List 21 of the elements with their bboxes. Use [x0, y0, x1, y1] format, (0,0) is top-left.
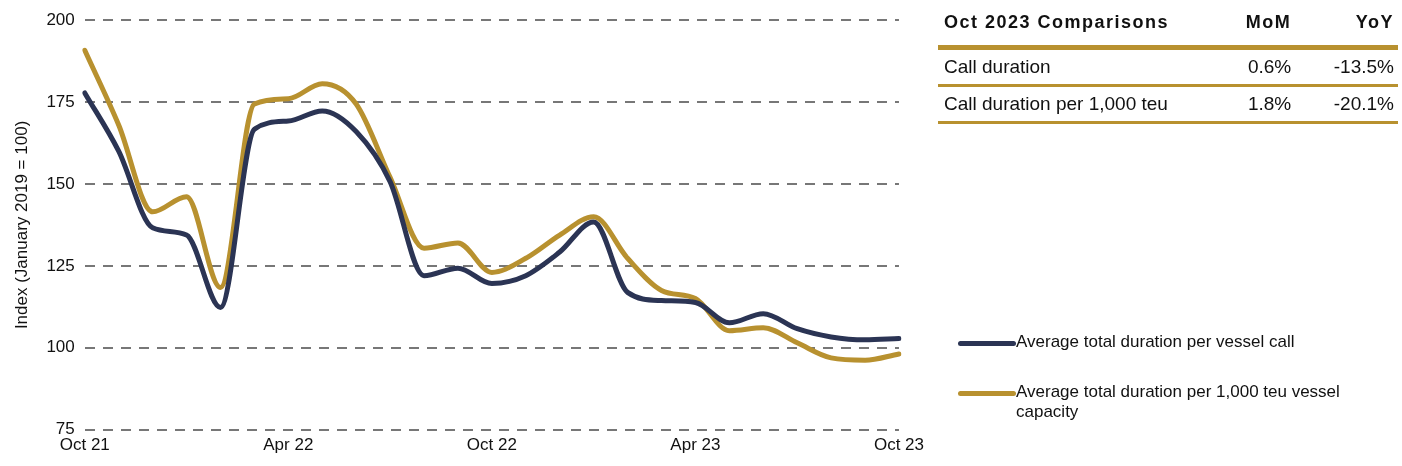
x-tick-label: Oct 23 [873, 435, 925, 455]
y-tick-label: 200 [46, 9, 75, 29]
text: 1.8% [1247, 93, 1292, 114]
text: Oct 2023 Comparisons [943, 12, 1171, 34]
y-tick-label: 100 [46, 337, 75, 357]
x-tick-label: Apr 22 [263, 435, 314, 455]
x-tick-label: Oct 22 [466, 435, 517, 455]
x-tick-label: Apr 23 [670, 435, 721, 455]
text: -20.1% [1333, 93, 1394, 114]
category-label: Call duration [944, 56, 1051, 77]
category-label: YoY [1354, 12, 1395, 34]
legend-label: Average total duration per 1,000 teu vessel capacity [1016, 382, 1341, 422]
category-label: MoM [1244, 12, 1293, 34]
y-tick-label: 125 [46, 255, 75, 275]
y-axis-title: Index (January 2019 = 100) [11, 120, 31, 330]
y-tick-label: 150 [46, 173, 75, 193]
text: -13.5% [1333, 56, 1394, 77]
category-label: Call duration per 1,000 teu [944, 93, 1168, 114]
legend-label: Average total duration per vessel call [1016, 332, 1295, 352]
y-tick-label: 175 [46, 91, 75, 111]
text: 0.6% [1247, 56, 1292, 77]
